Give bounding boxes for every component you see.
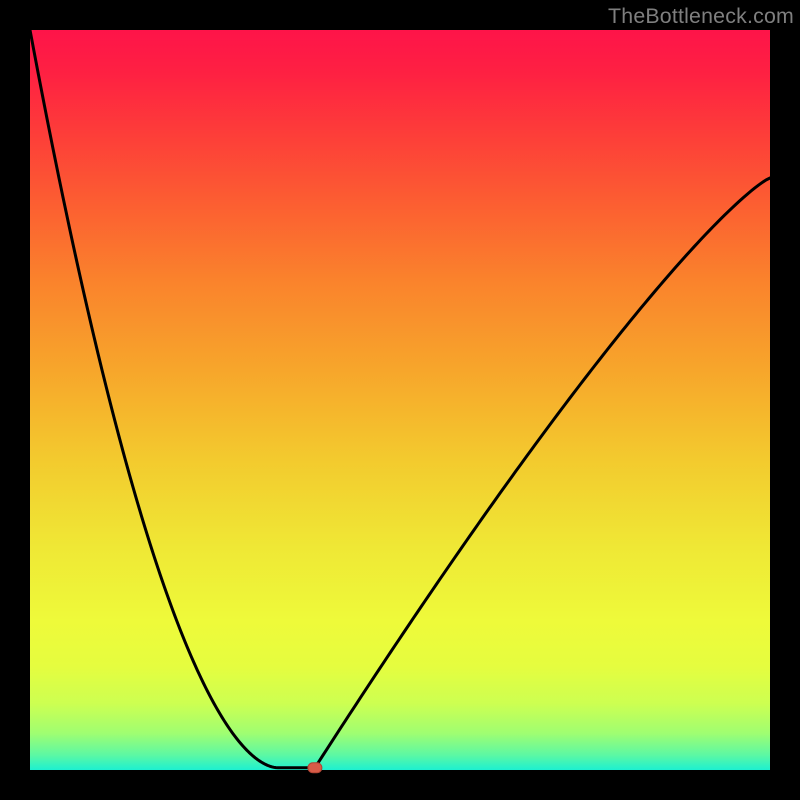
plot-gradient-area	[30, 30, 770, 770]
watermark-text: TheBottleneck.com	[608, 4, 794, 29]
optimum-marker	[308, 763, 322, 773]
chart-svg	[0, 0, 800, 800]
chart-stage: TheBottleneck.com	[0, 0, 800, 800]
